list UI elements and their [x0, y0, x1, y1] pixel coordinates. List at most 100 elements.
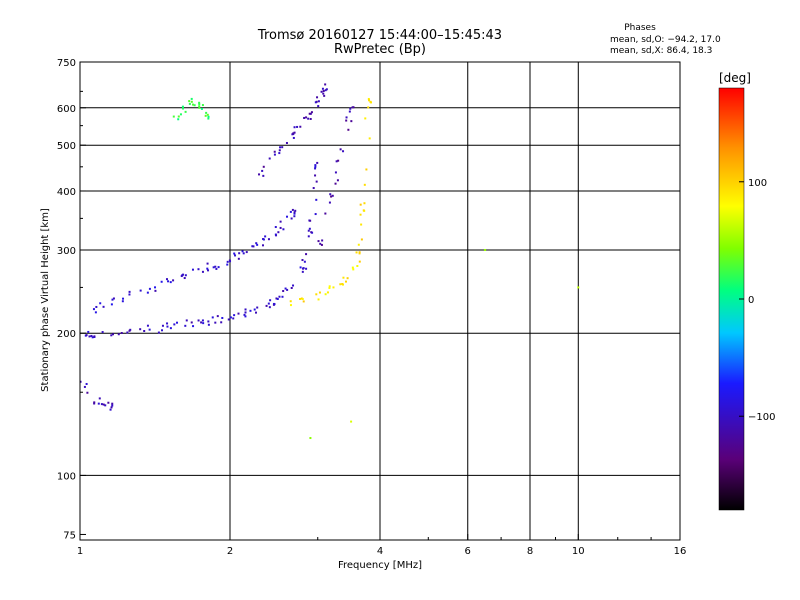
data-point — [296, 125, 299, 128]
data-point — [226, 260, 229, 263]
data-point — [305, 253, 308, 256]
data-point — [275, 297, 278, 300]
data-point — [184, 274, 187, 277]
data-point — [314, 174, 317, 177]
data-point — [323, 94, 326, 97]
data-point — [290, 217, 293, 220]
colorbar-tick-label: 100 — [748, 178, 767, 189]
x-tick-label: 6 — [465, 546, 471, 557]
data-point — [334, 182, 337, 185]
data-point — [273, 153, 276, 156]
data-point — [317, 298, 320, 301]
data-point — [173, 323, 176, 326]
series-4 — [317, 106, 355, 246]
data-point — [484, 249, 487, 252]
data-point — [197, 319, 200, 322]
data-point — [91, 336, 94, 339]
data-point — [99, 302, 102, 305]
data-point — [83, 385, 86, 388]
data-point — [102, 403, 105, 406]
data-point — [309, 117, 312, 120]
data-point — [128, 329, 131, 332]
data-point — [111, 402, 114, 405]
data-point — [294, 209, 297, 212]
data-point — [93, 335, 96, 338]
data-point — [310, 231, 313, 234]
series-6 — [80, 380, 114, 411]
data-point — [350, 120, 353, 123]
y-tick-label: 200 — [57, 329, 76, 340]
data-point — [351, 266, 354, 269]
colorbar-unit-label: [deg] — [719, 71, 751, 85]
data-point — [316, 161, 319, 164]
data-point — [309, 437, 312, 440]
data-point — [256, 243, 259, 246]
y-tick-label: 75 — [63, 530, 76, 541]
data-point — [197, 268, 200, 271]
data-point — [268, 306, 271, 309]
data-point — [227, 318, 230, 321]
data-point — [281, 146, 284, 149]
data-point — [364, 117, 367, 120]
data-point — [177, 115, 180, 118]
data-point — [299, 297, 302, 300]
x-tick-label: 2 — [227, 546, 233, 557]
data-point — [328, 201, 331, 204]
data-point — [256, 306, 259, 309]
data-point — [368, 99, 371, 102]
data-point — [165, 278, 168, 281]
data-point — [207, 323, 210, 326]
data-point — [358, 252, 361, 255]
data-point — [299, 266, 302, 269]
data-point — [100, 403, 103, 406]
data-point — [226, 263, 229, 266]
data-point — [111, 404, 114, 407]
data-point — [303, 116, 306, 119]
data-point — [234, 254, 237, 257]
series-0 — [84, 161, 319, 339]
data-point — [261, 244, 264, 247]
data-point — [139, 289, 142, 292]
data-point — [355, 251, 358, 254]
data-point — [292, 132, 295, 135]
data-point — [332, 286, 335, 289]
data-point — [97, 402, 100, 405]
data-point — [303, 260, 306, 263]
data-point — [111, 333, 114, 336]
data-point — [85, 334, 88, 337]
data-point — [126, 331, 129, 334]
data-point — [336, 179, 339, 182]
data-point — [301, 270, 304, 273]
data-point — [110, 406, 113, 409]
data-point — [310, 111, 313, 114]
data-point — [94, 311, 97, 314]
data-point — [221, 316, 224, 319]
data-point — [95, 305, 98, 308]
colorbar-tick-label: −100 — [748, 412, 775, 423]
data-point — [368, 137, 371, 140]
series-1 — [258, 83, 328, 177]
data-point — [157, 331, 160, 334]
data-point — [339, 283, 342, 286]
phases-line-x: mean, sd,X: 86.4, 18.3 — [610, 46, 712, 56]
data-point — [308, 112, 311, 115]
data-point — [245, 251, 248, 254]
data-point — [169, 281, 172, 284]
data-point — [264, 235, 267, 238]
data-point — [307, 229, 310, 232]
data-point — [322, 89, 325, 92]
data-point — [101, 331, 104, 334]
data-point — [86, 391, 89, 394]
data-point — [183, 277, 186, 280]
data-point — [279, 226, 282, 229]
data-point — [320, 243, 323, 246]
data-point — [154, 286, 157, 289]
data-point — [206, 113, 209, 116]
data-point — [344, 280, 347, 283]
data-point — [289, 304, 292, 307]
data-point — [201, 104, 204, 107]
data-point — [359, 203, 362, 206]
colorbar-tick-label: 0 — [748, 295, 754, 306]
data-point — [363, 202, 366, 205]
data-point — [160, 280, 163, 283]
